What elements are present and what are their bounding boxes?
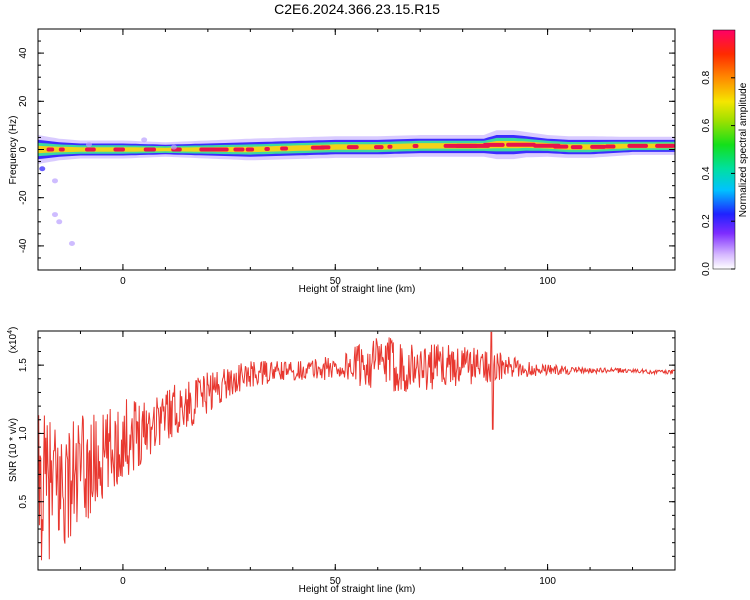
snr-x-tick-label: 100 [539, 576, 556, 587]
ridge-core [264, 147, 270, 151]
colorbar-tick-label: 0.8 [701, 70, 712, 84]
colorbar-tick-label: 0.2 [701, 214, 712, 228]
ridge-core [627, 143, 648, 148]
ridge-core [143, 147, 156, 152]
spectrogram-x-tick-label: 0 [120, 276, 126, 287]
ridge-core [199, 147, 216, 152]
spectrogram-y-tick-label: -40 [18, 238, 29, 253]
ridge-core [374, 145, 384, 150]
snr-x-tick-label: 50 [330, 576, 342, 587]
colorbar-gradient [713, 30, 735, 269]
snr-y-tick-label: 0.5 [18, 494, 29, 508]
colorbar-label: Normalized spectral amplitude [738, 82, 749, 217]
ridge-core [553, 144, 569, 149]
figure-title: C2E6.2024.366.23.15.R15 [274, 1, 440, 17]
ridge-core [46, 147, 55, 152]
ridge-core [590, 144, 607, 149]
snr-y-tick-label: 1.5 [18, 358, 29, 372]
spectral-blob [51, 178, 58, 184]
spectrogram-y-tick-label: 0 [18, 146, 29, 152]
colorbar-axes: 0.0 0.2 0.4 0.6 0.8 [701, 29, 736, 276]
ridge-core [346, 145, 359, 150]
spectrogram-axes: 0 50 100 -40 -20 0 20 40 [18, 28, 676, 287]
snr-x-tick-label: 0 [120, 576, 126, 587]
spectrogram-x-tick-label: 50 [330, 276, 342, 287]
ridge-core [233, 147, 245, 152]
ridge-core [506, 142, 536, 147]
spectrogram-plot-area [38, 130, 675, 246]
spectrogram-y-tick-label: 40 [18, 47, 29, 59]
spectrogram-y-tick-label: -20 [18, 190, 29, 205]
ridge-core [655, 143, 675, 148]
snr-y-tick-label: 1.0 [18, 426, 29, 440]
snr-panel: 0 50 100 0.5 1.0 1.5 SNR (10 * v/v) Height of… [7, 327, 676, 595]
spectral-blob [170, 144, 177, 150]
spectrogram-panel: 0 50 100 -40 -20 0 20 40 Frequency (Hz) Height … [8, 28, 676, 295]
ridge-core [604, 144, 616, 149]
ridge-core [412, 144, 419, 148]
ridge-core [85, 147, 96, 152]
snr-plot-area [38, 331, 675, 561]
snr-x-label: Height of straight line (km) [299, 584, 416, 595]
ridge-core [387, 144, 393, 149]
ridge-core [245, 147, 255, 152]
spectral-blob [39, 166, 46, 172]
snr-frame [37, 330, 676, 571]
ridge-core [570, 145, 583, 150]
spectrogram-x-tick-label: 100 [539, 276, 556, 287]
spectral-blob [85, 142, 92, 148]
spectrogram-y-tick-label: 20 [18, 95, 29, 107]
colorbar-frame [712, 29, 736, 270]
snr-axes: 0 50 100 0.5 1.0 1.5 [18, 331, 676, 587]
spectral-blob [68, 240, 75, 246]
ridge-core [113, 147, 125, 152]
spectrogram-x-label: Height of straight line (km) [299, 284, 416, 295]
ridge-core [482, 142, 505, 147]
snr-scale-exponent: 4 [7, 330, 14, 334]
spectrogram-y-label: Frequency (Hz) [8, 116, 19, 185]
spectral-blob [51, 212, 58, 218]
ridge-core [319, 145, 331, 150]
colorbar-tick-label: 0.6 [701, 118, 712, 132]
snr-scale-note: (x104) [7, 327, 19, 354]
snr-series-line [38, 331, 675, 561]
ridge-core [212, 147, 229, 152]
colorbar: 0.0 0.2 0.4 0.6 0.8 Normalized spectral ampl… [701, 29, 749, 276]
spectral-blob [141, 137, 148, 143]
snr-y-label: SNR (10 * v/v) [8, 418, 19, 482]
spectral-blob [56, 219, 63, 225]
ridge-core [280, 146, 288, 151]
colorbar-tick-label: 0.0 [701, 262, 712, 276]
colorbar-tick-label: 0.4 [701, 166, 712, 180]
ridge-core [58, 147, 65, 152]
